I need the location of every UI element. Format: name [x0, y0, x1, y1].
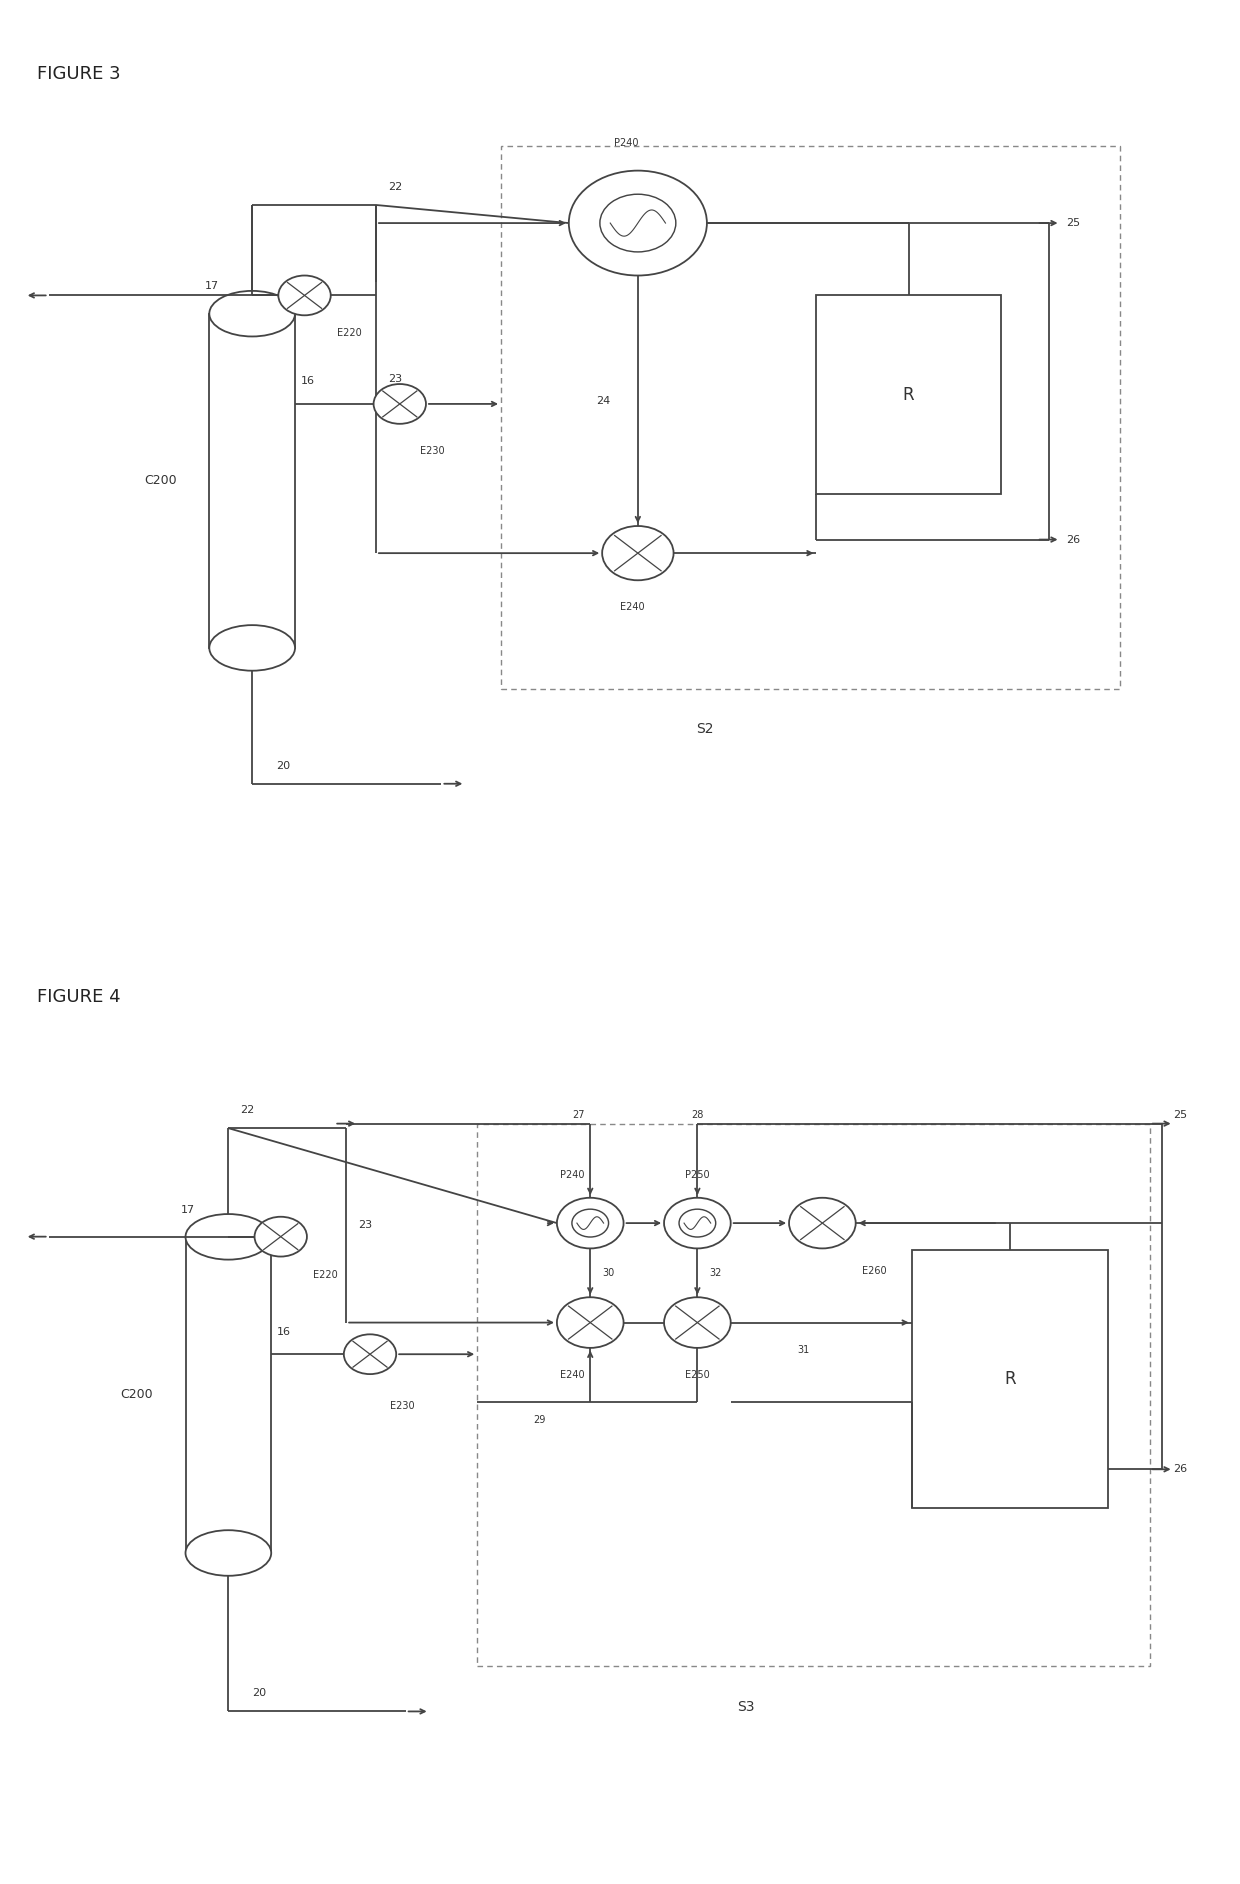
- Bar: [210, 313, 295, 648]
- Text: 20: 20: [252, 1688, 267, 1697]
- Text: C200: C200: [144, 475, 176, 488]
- Circle shape: [557, 1198, 624, 1249]
- Text: E220: E220: [312, 1270, 337, 1279]
- Text: 25: 25: [1066, 219, 1080, 228]
- Circle shape: [569, 171, 707, 275]
- Text: 24: 24: [596, 396, 610, 405]
- Text: E230: E230: [391, 1402, 415, 1411]
- Text: 29: 29: [533, 1415, 546, 1424]
- Text: E260: E260: [862, 1266, 887, 1275]
- Text: 25: 25: [1173, 1110, 1188, 1119]
- Circle shape: [789, 1198, 856, 1249]
- Text: R: R: [903, 386, 914, 403]
- Text: 31: 31: [797, 1345, 810, 1355]
- Circle shape: [343, 1334, 397, 1373]
- Bar: [186, 1236, 272, 1552]
- Text: 16: 16: [278, 1326, 291, 1336]
- Text: 22: 22: [388, 183, 402, 192]
- Text: R: R: [1004, 1370, 1016, 1389]
- Circle shape: [665, 1298, 730, 1347]
- Circle shape: [373, 384, 427, 424]
- Text: 17: 17: [181, 1204, 195, 1215]
- Bar: [477, 1123, 1149, 1665]
- Text: 16: 16: [301, 377, 315, 386]
- Ellipse shape: [210, 290, 295, 337]
- Circle shape: [278, 275, 331, 315]
- Text: E240: E240: [560, 1370, 585, 1379]
- Text: 27: 27: [573, 1110, 585, 1119]
- Text: 30: 30: [603, 1268, 614, 1277]
- Text: E220: E220: [337, 328, 361, 339]
- Text: P250: P250: [686, 1170, 711, 1179]
- Text: 32: 32: [709, 1268, 722, 1277]
- Text: 20: 20: [277, 761, 290, 771]
- Ellipse shape: [186, 1530, 272, 1575]
- Ellipse shape: [186, 1213, 272, 1260]
- Text: 28: 28: [692, 1110, 704, 1119]
- Text: E240: E240: [620, 603, 645, 612]
- Circle shape: [557, 1298, 624, 1347]
- Text: 17: 17: [205, 281, 218, 292]
- Text: FIGURE 4: FIGURE 4: [37, 987, 120, 1006]
- Bar: [911, 1251, 1109, 1507]
- Text: E230: E230: [420, 447, 445, 456]
- Text: P240: P240: [614, 139, 639, 149]
- Text: 23: 23: [388, 375, 402, 384]
- Circle shape: [603, 526, 673, 580]
- Text: 23: 23: [358, 1221, 372, 1230]
- Text: FIGURE 3: FIGURE 3: [37, 64, 120, 83]
- Text: S2: S2: [697, 722, 714, 737]
- Circle shape: [665, 1198, 730, 1249]
- Circle shape: [254, 1217, 308, 1257]
- Text: 22: 22: [241, 1106, 254, 1115]
- Text: E250: E250: [686, 1370, 711, 1379]
- Text: 26: 26: [1173, 1464, 1188, 1475]
- Text: P240: P240: [560, 1170, 585, 1179]
- Text: 26: 26: [1066, 535, 1080, 544]
- Text: S3: S3: [738, 1699, 755, 1714]
- Bar: [816, 296, 1001, 494]
- Bar: [501, 147, 1120, 690]
- Text: C200: C200: [120, 1389, 153, 1402]
- Ellipse shape: [210, 625, 295, 671]
